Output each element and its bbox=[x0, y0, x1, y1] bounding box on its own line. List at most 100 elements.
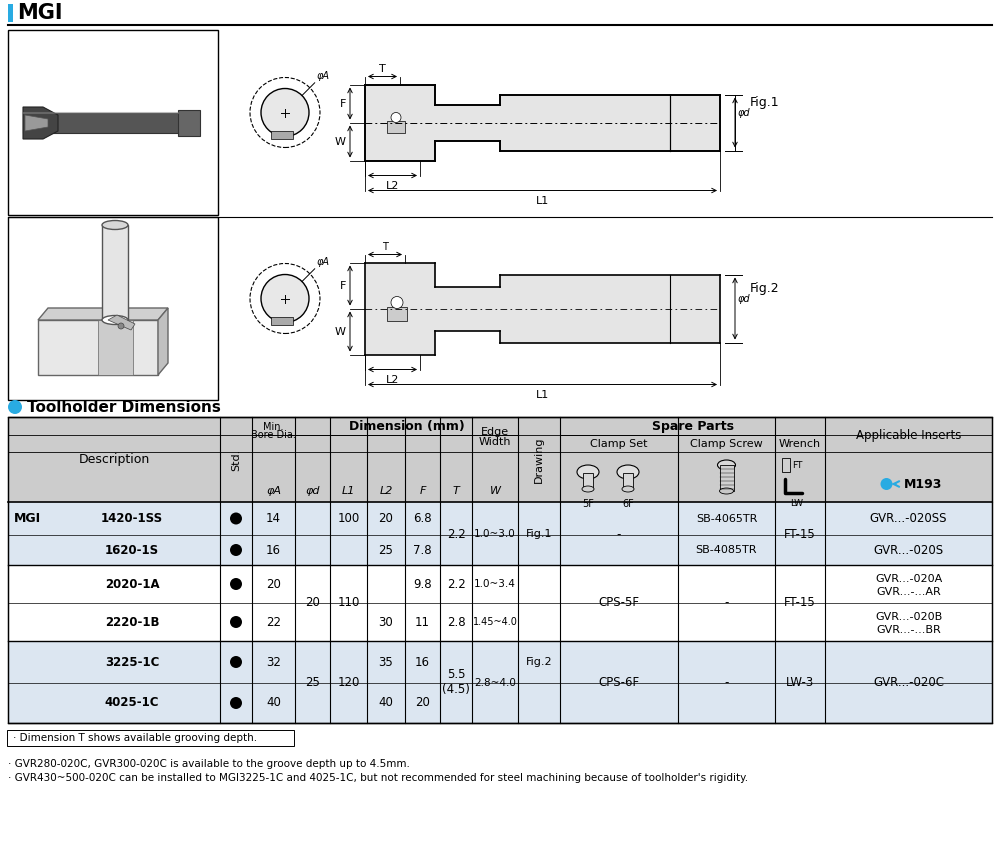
Text: 1.0~3.4: 1.0~3.4 bbox=[474, 579, 516, 589]
Text: T: T bbox=[453, 486, 459, 496]
Circle shape bbox=[8, 400, 22, 414]
Text: 5F: 5F bbox=[582, 499, 594, 509]
Text: F: F bbox=[340, 280, 346, 291]
Text: 1.0~3.0: 1.0~3.0 bbox=[474, 530, 516, 539]
Text: Edge: Edge bbox=[481, 427, 509, 437]
Text: W: W bbox=[490, 486, 501, 496]
Text: FT-15: FT-15 bbox=[784, 597, 816, 609]
Text: T: T bbox=[382, 241, 388, 252]
Text: MGI: MGI bbox=[17, 3, 62, 23]
Text: GVR...-020C: GVR...-020C bbox=[873, 676, 944, 689]
Text: Wrench: Wrench bbox=[779, 439, 821, 449]
Bar bbox=[8, 217, 218, 400]
Bar bbox=[178, 110, 200, 136]
Text: F: F bbox=[419, 486, 426, 496]
Text: FT: FT bbox=[792, 461, 802, 469]
Text: Fig.2: Fig.2 bbox=[526, 657, 552, 667]
Text: Spare Parts: Spare Parts bbox=[652, 420, 734, 433]
FancyBboxPatch shape bbox=[7, 730, 294, 746]
Text: L1: L1 bbox=[536, 389, 549, 400]
Text: φA: φA bbox=[266, 486, 281, 496]
Text: 2.2: 2.2 bbox=[447, 577, 465, 591]
Text: 6.8: 6.8 bbox=[413, 512, 432, 525]
Text: 9.8: 9.8 bbox=[413, 577, 432, 591]
Ellipse shape bbox=[718, 460, 736, 470]
Polygon shape bbox=[108, 315, 135, 330]
Ellipse shape bbox=[102, 315, 128, 325]
Bar bbox=[102, 225, 128, 320]
Text: GVR...-020A: GVR...-020A bbox=[875, 574, 942, 584]
Text: MGI: MGI bbox=[14, 512, 41, 525]
Text: GVR...-020B: GVR...-020B bbox=[875, 612, 942, 622]
Bar bbox=[435, 286, 500, 331]
Circle shape bbox=[230, 697, 242, 709]
Text: 32: 32 bbox=[266, 655, 281, 668]
Text: 22: 22 bbox=[266, 615, 281, 628]
Ellipse shape bbox=[102, 220, 128, 230]
Text: 16: 16 bbox=[266, 543, 281, 557]
Text: 1620-1S: 1620-1S bbox=[105, 543, 159, 557]
Bar bbox=[8, 502, 992, 565]
Text: 100: 100 bbox=[337, 512, 360, 525]
Polygon shape bbox=[158, 308, 168, 375]
Bar bbox=[387, 307, 407, 320]
Text: SB-4065TR: SB-4065TR bbox=[696, 513, 757, 524]
Bar bbox=[8, 641, 992, 723]
Ellipse shape bbox=[617, 465, 639, 479]
Text: Fig.1: Fig.1 bbox=[526, 530, 552, 539]
Text: L1: L1 bbox=[342, 486, 355, 496]
Bar bbox=[782, 458, 790, 472]
Text: -: - bbox=[724, 676, 729, 689]
Text: · GVR280-020C, GVR300-020C is available to the groove depth up to 4.5mm.: · GVR280-020C, GVR300-020C is available … bbox=[8, 759, 410, 769]
Ellipse shape bbox=[577, 465, 599, 479]
Bar bbox=[365, 84, 435, 161]
Text: LW: LW bbox=[790, 499, 804, 508]
Bar bbox=[8, 417, 992, 723]
Circle shape bbox=[230, 513, 242, 524]
Text: L2: L2 bbox=[386, 180, 399, 190]
Text: 20: 20 bbox=[266, 577, 281, 591]
Circle shape bbox=[391, 112, 401, 122]
Text: 35: 35 bbox=[379, 655, 393, 668]
Text: 20: 20 bbox=[415, 696, 430, 710]
Polygon shape bbox=[23, 113, 198, 133]
Text: Applicable Inserts: Applicable Inserts bbox=[856, 429, 961, 442]
Text: φA: φA bbox=[317, 71, 330, 81]
Text: 2020-1A: 2020-1A bbox=[105, 577, 159, 591]
Text: 5.5
(4.5): 5.5 (4.5) bbox=[442, 668, 470, 696]
Text: 40: 40 bbox=[379, 696, 393, 710]
Text: 2.8~4.0: 2.8~4.0 bbox=[474, 677, 516, 688]
Text: 20: 20 bbox=[305, 597, 320, 609]
Circle shape bbox=[230, 578, 242, 590]
Text: Description: Description bbox=[78, 453, 150, 466]
Text: Toolholder Dimensions: Toolholder Dimensions bbox=[27, 400, 221, 415]
Ellipse shape bbox=[622, 486, 634, 492]
Text: SB-4085TR: SB-4085TR bbox=[696, 545, 757, 555]
Text: 3225-1C: 3225-1C bbox=[105, 655, 159, 668]
Text: Drawing: Drawing bbox=[534, 436, 544, 483]
Circle shape bbox=[881, 478, 893, 490]
Bar bbox=[583, 473, 593, 489]
Text: Bore Dia.: Bore Dia. bbox=[251, 430, 296, 440]
Text: 25: 25 bbox=[305, 676, 320, 689]
Bar bbox=[720, 465, 734, 491]
Text: 6F: 6F bbox=[622, 499, 634, 509]
Text: L1: L1 bbox=[536, 196, 549, 206]
Text: FT-15: FT-15 bbox=[784, 528, 816, 541]
Bar bbox=[8, 565, 992, 641]
Text: M193: M193 bbox=[904, 478, 942, 490]
Polygon shape bbox=[271, 131, 293, 139]
Circle shape bbox=[118, 323, 124, 329]
Circle shape bbox=[261, 275, 309, 322]
Text: Min.: Min. bbox=[263, 422, 284, 432]
Text: 30: 30 bbox=[379, 615, 393, 628]
Bar bbox=[435, 105, 500, 140]
Text: GVR...-...AR: GVR...-...AR bbox=[876, 587, 941, 597]
Text: · GVR430~500-020C can be installed to MGI3225-1C and 4025-1C, but not recommende: · GVR430~500-020C can be installed to MG… bbox=[8, 773, 748, 783]
Text: L2: L2 bbox=[379, 486, 393, 496]
Circle shape bbox=[250, 77, 320, 148]
Text: W: W bbox=[335, 137, 346, 146]
Text: φA: φA bbox=[317, 257, 330, 267]
Text: Clamp Set: Clamp Set bbox=[590, 439, 648, 449]
Text: 120: 120 bbox=[337, 676, 360, 689]
